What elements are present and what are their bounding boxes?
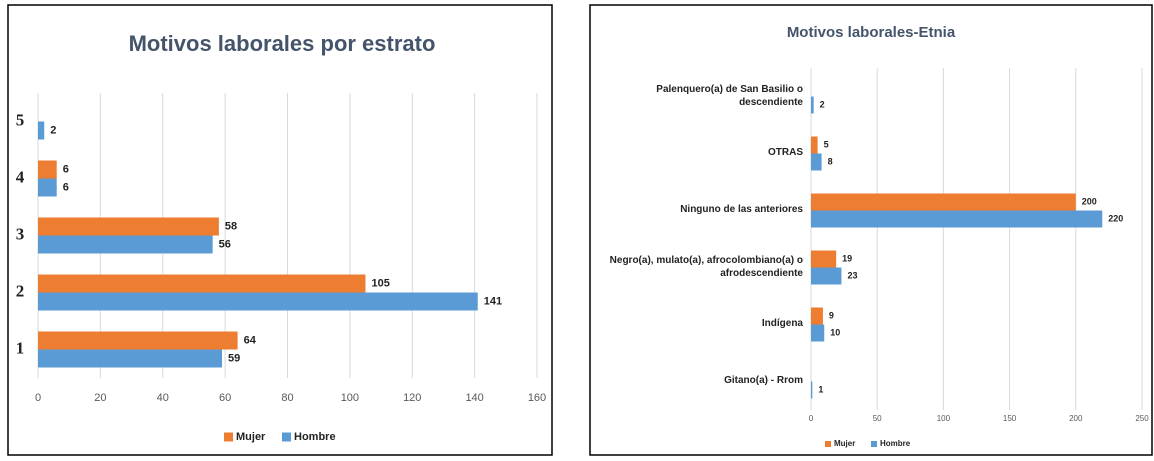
x-tick-label: 250 xyxy=(1135,414,1149,423)
bar xyxy=(811,193,1076,211)
value-label: 64 xyxy=(244,334,257,346)
chart-title: Motivos laborales-Etnia xyxy=(787,24,956,41)
legend-swatch xyxy=(224,432,233,442)
y-tick-label-box: Negro(a), mulato(a), afrocolombiano(a) o… xyxy=(609,255,803,279)
bar xyxy=(38,235,213,254)
value-label: 9 xyxy=(829,310,834,320)
chart-frame xyxy=(589,4,1153,456)
x-tick-label: 100 xyxy=(937,414,951,423)
bar xyxy=(38,349,223,368)
value-label: 105 xyxy=(371,277,389,289)
bar xyxy=(38,160,57,179)
legend-swatch xyxy=(825,441,831,447)
bar xyxy=(38,274,366,293)
x-tick-label: 50 xyxy=(873,414,882,423)
y-tick-label: Ninguno de las anteriores xyxy=(680,204,803,216)
y-tick-label: 1 xyxy=(16,338,25,357)
value-label: 59 xyxy=(228,352,240,364)
value-label: 56 xyxy=(219,238,231,250)
x-tick-label: 20 xyxy=(94,392,106,404)
y-tick-label-box: Palenquero(a) de San Basilio o descendie… xyxy=(656,84,803,108)
bar xyxy=(811,250,837,268)
legend-label: Hombre xyxy=(880,439,911,448)
y-tick-label: Negro(a), mulato(a), afrocolombiano(a) o… xyxy=(609,255,803,279)
legend-label: Mujer xyxy=(236,431,266,443)
x-tick-label: 100 xyxy=(341,392,359,404)
y-tick-label: OTRAS xyxy=(768,147,803,159)
x-tick-label: 140 xyxy=(465,392,483,404)
x-tick-label: 120 xyxy=(403,392,421,404)
bar xyxy=(38,217,219,236)
y-tick-label: Indígena xyxy=(761,318,803,330)
x-tick-label: 160 xyxy=(528,392,546,404)
legend-swatch xyxy=(871,441,877,447)
value-label: 6 xyxy=(63,163,69,175)
value-label: 200 xyxy=(1082,196,1097,206)
bar xyxy=(811,307,823,325)
x-tick-label: 60 xyxy=(219,392,231,404)
x-tick-label: 0 xyxy=(809,414,814,423)
value-label: 10 xyxy=(830,327,840,337)
y-tick-label: 2 xyxy=(16,281,25,300)
value-label: 6 xyxy=(63,181,69,193)
y-tick-label-box: Ninguno de las anteriores xyxy=(680,204,803,216)
value-label: 5 xyxy=(824,139,829,149)
y-tick-label-box: Indígena xyxy=(761,318,803,330)
bar xyxy=(38,331,238,350)
value-label: 58 xyxy=(225,220,237,232)
x-tick-label: 150 xyxy=(1003,414,1017,423)
bar xyxy=(811,267,842,285)
bar xyxy=(811,96,814,114)
legend-swatch xyxy=(282,432,291,442)
value-label: 23 xyxy=(847,270,857,280)
legend-label: Mujer xyxy=(834,439,855,448)
value-label: 220 xyxy=(1108,213,1123,223)
x-tick-label: 200 xyxy=(1069,414,1083,423)
bar xyxy=(811,324,825,342)
chart-title: Motivos laborales por estrato xyxy=(129,31,436,56)
x-tick-label: 80 xyxy=(281,392,293,404)
x-tick-label: 40 xyxy=(157,392,169,404)
value-label: 2 xyxy=(50,124,56,136)
y-tick-label: Gitano(a) - Rrom xyxy=(724,375,803,387)
value-label: 2 xyxy=(820,99,825,109)
bar xyxy=(38,121,45,140)
x-tick-label: 0 xyxy=(35,392,41,404)
bar xyxy=(38,178,57,197)
value-label: 1 xyxy=(818,384,823,394)
y-tick-label: 4 xyxy=(16,167,25,186)
bar xyxy=(811,136,818,154)
y-tick-label: 3 xyxy=(16,224,25,243)
bar xyxy=(811,210,1103,228)
legend-label: Hombre xyxy=(294,431,336,443)
y-tick-label: 5 xyxy=(16,110,25,129)
value-label: 141 xyxy=(484,295,502,307)
y-tick-label: Palenquero(a) de San Basilio o descendie… xyxy=(656,84,803,108)
y-tick-label-box: Gitano(a) - Rrom xyxy=(724,375,803,387)
value-label: 8 xyxy=(828,156,833,166)
y-tick-label-box: OTRAS xyxy=(768,147,803,159)
value-label: 19 xyxy=(842,253,852,263)
bar xyxy=(811,381,813,399)
bar xyxy=(811,153,822,171)
bar xyxy=(38,292,478,311)
